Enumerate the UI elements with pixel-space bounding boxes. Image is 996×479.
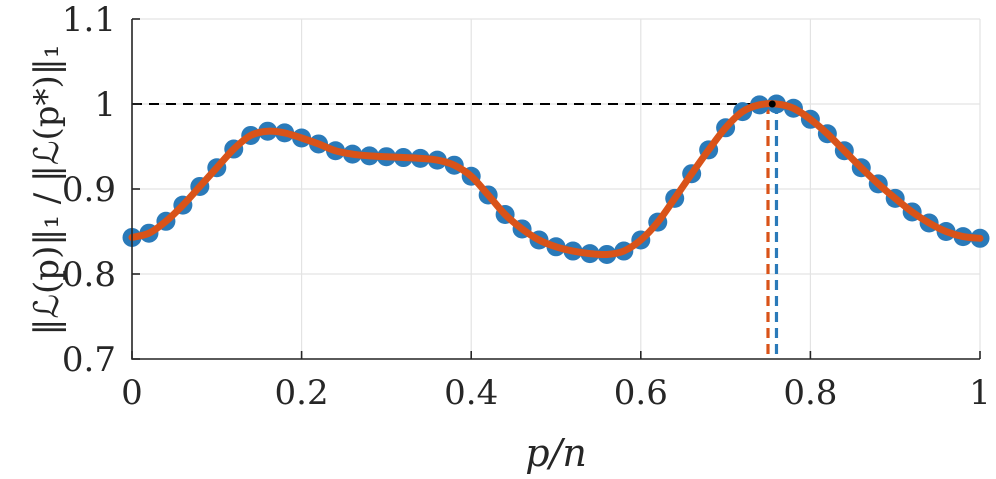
interpolated-curve-group [128,100,984,259]
x-axis-label: p/n [525,431,587,475]
maxima-lines [766,104,779,359]
y-tick-label: 1 [94,85,116,125]
x-tick-label: 1 [969,373,991,413]
x-tick-label: 0.2 [275,373,329,413]
axes [131,18,981,360]
x-tick-labels: 0 0.2 0.4 0.6 0.8 1 [121,373,991,413]
peak-point [768,100,776,108]
y-tick-label: 1.1 [62,0,116,40]
y-tick-label: 0.9 [62,170,116,210]
interpolated-curve [128,100,984,259]
x-tick-label: 0.4 [444,373,498,413]
x-tick-label: 0 [121,373,143,413]
peak-point-group [768,100,776,108]
y-axis-label: ‖ℒ(p)‖₁ / ‖ℒ(p*)‖₁ [27,45,67,336]
y-tick-label: 0.7 [62,340,116,380]
x-tick-label: 0.8 [783,373,837,413]
y-tick-label: 0.8 [62,255,116,295]
grid [131,18,981,360]
x-tick-label: 0.6 [614,373,668,413]
y-tick-labels: 0.7 0.8 0.9 1 1.1 [62,0,116,380]
sampled-markers [122,94,990,264]
